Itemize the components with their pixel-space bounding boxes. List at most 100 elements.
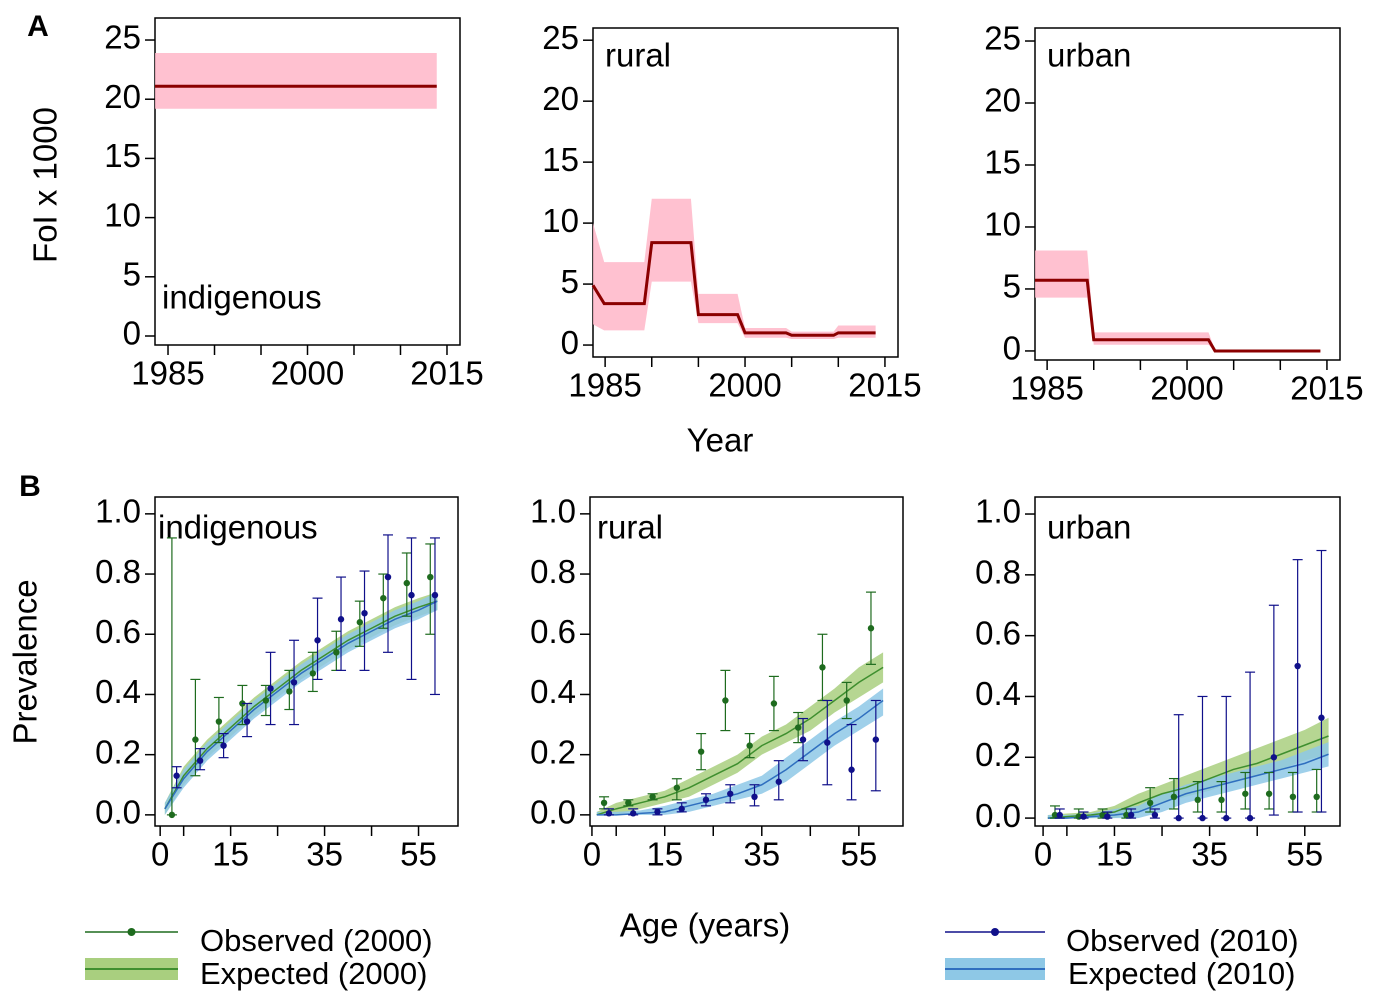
legend-point (991, 928, 999, 936)
x-tick-label: 35 (306, 836, 343, 873)
confidence-band (155, 53, 437, 109)
data-point (408, 591, 415, 599)
data-point (262, 697, 270, 704)
y-tick-label: 0.0 (975, 797, 1021, 834)
data-point (697, 748, 705, 755)
y-tick-label: 5 (123, 256, 141, 293)
y-axis-label: Prevalence (7, 579, 44, 744)
panel-label: rural (597, 509, 663, 546)
data-point (361, 609, 368, 617)
confidence-band (596, 688, 884, 815)
y-tick-label: 0.4 (975, 675, 1021, 712)
data-point (722, 697, 729, 704)
data-point (309, 670, 317, 677)
y-tick-label: 0.4 (95, 673, 141, 710)
x-tick-label: 1985 (131, 355, 204, 392)
data-point (1318, 714, 1325, 721)
line (164, 600, 438, 810)
x-tick-label: 2015 (410, 355, 483, 392)
plot-frame (1034, 27, 1341, 361)
line (591, 241, 876, 337)
y-tick-label: 0.4 (530, 673, 576, 710)
data-point (678, 805, 685, 813)
data-point (173, 772, 180, 779)
y-tick-label: 0 (1003, 330, 1021, 367)
confidence-band (1047, 742, 1329, 819)
y-tick-label: 0.0 (530, 794, 576, 831)
data-point (243, 718, 251, 725)
x-tick-label: 35 (1191, 836, 1228, 873)
data-point (1175, 814, 1182, 822)
data-point (427, 573, 434, 581)
panel-label: urban (1047, 37, 1131, 74)
data-point (727, 790, 734, 797)
data-point (380, 594, 387, 602)
data-point (220, 742, 227, 749)
y-tick-label: 25 (104, 19, 141, 56)
plot-frame (589, 496, 904, 827)
legend-label: Observed (2000) (200, 923, 433, 958)
panel-label: rural (605, 37, 671, 74)
line (164, 600, 438, 810)
x-axis-label: Age (years) (620, 907, 791, 944)
data-point (1289, 793, 1297, 801)
line (596, 699, 884, 816)
data-point (872, 736, 880, 743)
y-tick-label: 0.0 (95, 794, 141, 831)
data-point (384, 573, 392, 581)
data-point (746, 742, 753, 749)
data-point (848, 766, 855, 773)
x-tick-label: 15 (1096, 836, 1133, 873)
y-tick-label: 0.2 (975, 736, 1021, 773)
data-point (824, 739, 831, 746)
data-point (625, 799, 632, 807)
y-tick-label: 0 (561, 324, 579, 361)
legend-label: Expected (2000) (200, 956, 427, 991)
legend-label: Expected (2010) (1068, 956, 1295, 991)
panel-letter: A (27, 10, 49, 43)
x-tick-label: 2015 (1290, 370, 1363, 407)
x-tick-label: 0 (1034, 836, 1052, 873)
data-point (356, 619, 364, 626)
x-tick-label: 55 (1286, 836, 1323, 873)
data-point (431, 591, 439, 599)
data-point (286, 688, 293, 695)
y-tick-label: 20 (984, 82, 1021, 119)
data-point (1170, 793, 1178, 801)
data-point (196, 757, 204, 764)
y-tick-label: 0.2 (530, 733, 576, 770)
plot-frame (1034, 496, 1341, 827)
panel-letter: B (19, 470, 41, 503)
panel-label: indigenous (162, 279, 322, 316)
data-point (1199, 814, 1206, 822)
line (1047, 735, 1329, 819)
y-tick-label: 0.8 (975, 554, 1021, 591)
data-point (1313, 793, 1320, 801)
y-tick-label: 25 (542, 19, 579, 56)
data-point (794, 724, 802, 731)
x-tick-label: 2000 (708, 367, 781, 404)
data-point (649, 793, 656, 801)
data-point (600, 799, 608, 807)
data-point (1146, 799, 1154, 807)
x-tick-label: 1985 (1010, 370, 1083, 407)
y-tick-label: 0.2 (95, 733, 141, 770)
y-tick-label: 0.8 (530, 553, 576, 590)
y-tick-label: 15 (542, 141, 579, 178)
x-tick-label: 0 (583, 836, 601, 873)
y-tick-label: 0 (123, 315, 141, 352)
data-point (867, 625, 875, 632)
data-point (1151, 811, 1159, 819)
data-point (168, 811, 176, 819)
data-point (654, 808, 661, 816)
data-point (1265, 790, 1273, 797)
y-tick-label: 0.6 (975, 614, 1021, 651)
data-point (1123, 811, 1130, 819)
y-tick-label: 15 (984, 144, 1021, 181)
legend-point (127, 928, 136, 936)
data-point (267, 685, 274, 692)
data-point (1294, 662, 1301, 670)
data-point (1270, 754, 1278, 761)
data-point (819, 664, 826, 671)
